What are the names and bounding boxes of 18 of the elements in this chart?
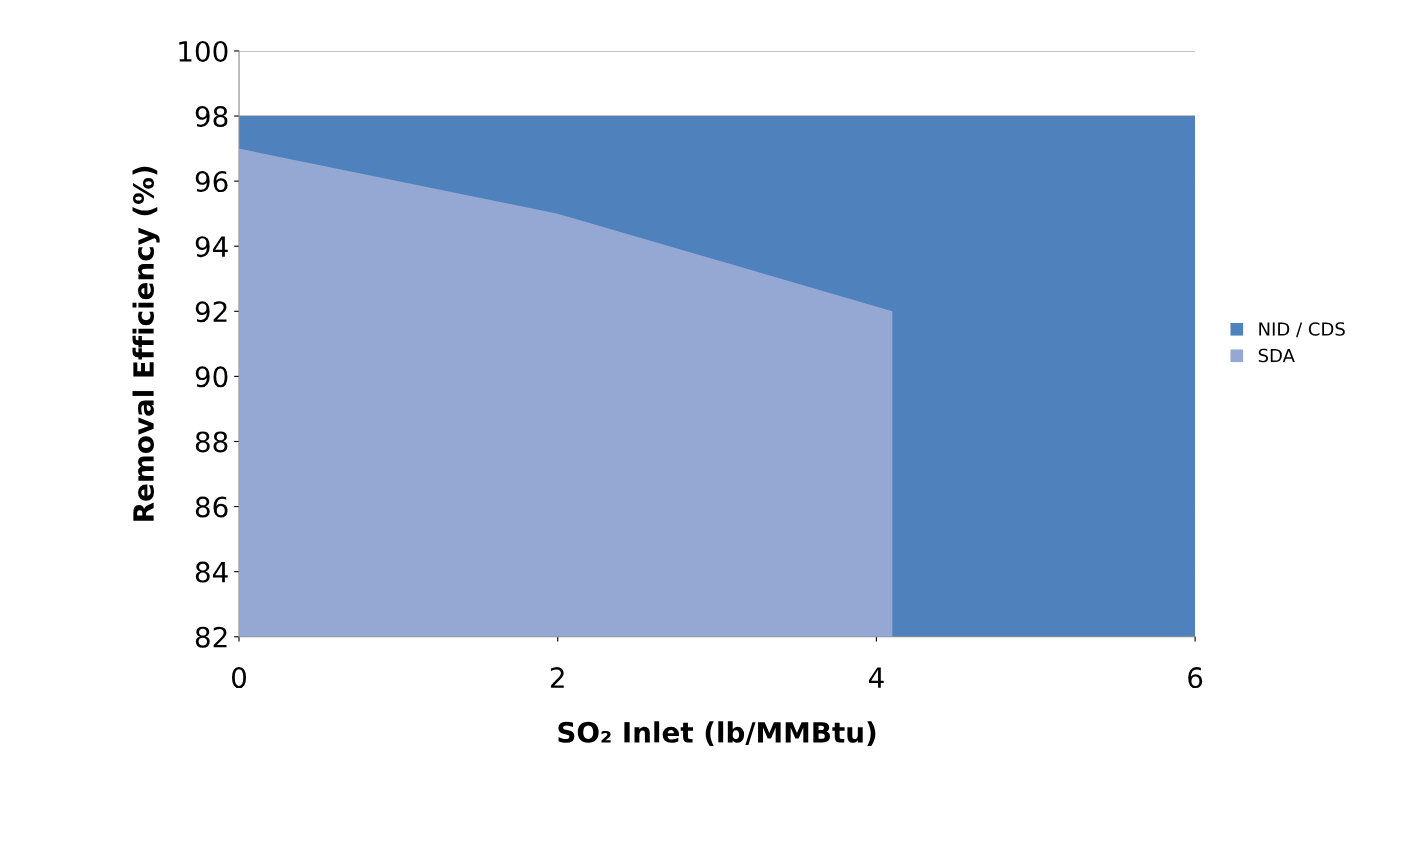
x-tick-label: 4 xyxy=(868,667,884,688)
y-tick-label: 90 xyxy=(195,366,228,388)
legend-label: NID / CDS xyxy=(1259,322,1345,338)
y-tick-label: 94 xyxy=(195,236,228,258)
y-tick-label: 84 xyxy=(195,561,228,583)
y-tick-label: 86 xyxy=(195,496,228,518)
y-tick-label: 82 xyxy=(195,626,227,648)
y-tick-label: 92 xyxy=(195,301,227,323)
x-tick-label: 6 xyxy=(1188,667,1203,689)
x-tick-label: 2 xyxy=(550,667,564,688)
y-axis-title: Removal Efficiency (%) xyxy=(132,166,160,521)
legend-label: SDA xyxy=(1258,348,1295,363)
y-tick-label: 98 xyxy=(195,105,228,127)
y-tick-label: 88 xyxy=(195,431,228,453)
x-tick-label: 0 xyxy=(232,667,247,689)
x-axis-title: SO₂ Inlet (lb/MMBtu) xyxy=(558,721,876,747)
y-tick-label: 96 xyxy=(195,171,228,193)
y-tick-label: 100 xyxy=(179,40,228,62)
